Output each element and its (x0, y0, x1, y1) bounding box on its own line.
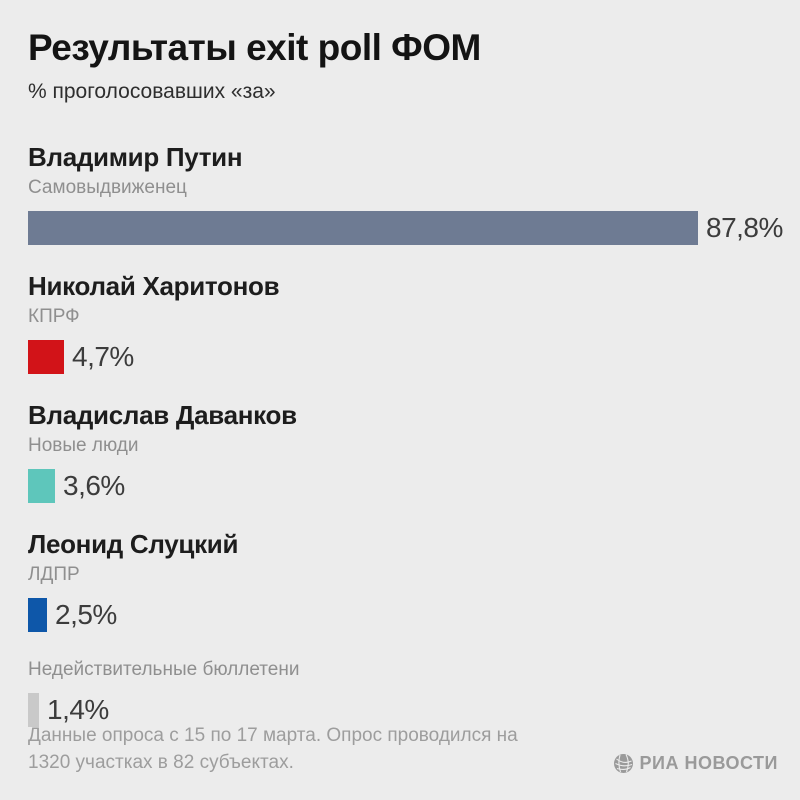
candidate-name: Леонид Слуцкий (28, 529, 239, 559)
result-value: 2,5% (55, 599, 117, 630)
source-note: Данные опроса с 15 по 17 марта. Опрос пр… (28, 725, 518, 773)
party-label: Новые люди (28, 435, 139, 456)
party-label: КПРФ (28, 306, 80, 327)
result-item: Николай Харитонов КПРФ 4,7% (28, 271, 778, 374)
result-bar (28, 211, 698, 245)
candidate-name: Владислав Даванков (28, 400, 297, 430)
result-value: 87,8% (706, 212, 783, 243)
candidate-name: Владимир Путин (28, 142, 243, 172)
bar-row: 2,5% (28, 598, 778, 632)
result-value: 4,7% (72, 341, 134, 372)
ria-globe-icon (613, 754, 633, 773)
result-item: Недействительные бюллетени 1,4% (28, 658, 778, 727)
result-value: 1,4% (47, 694, 109, 725)
result-bar (28, 693, 39, 727)
bar-row: 4,7% (28, 340, 778, 374)
party-label: Недействительные бюллетени (28, 659, 300, 680)
result-bar (28, 598, 47, 632)
brand-name: РИА НОВОСТИ (639, 753, 778, 773)
brand-logo: РИА НОВОСТИ (613, 753, 778, 776)
candidate-name: Николай Харитонов (28, 271, 280, 301)
page-title: Результаты exit poll ФОМ (28, 27, 481, 68)
page-subtitle: % проголосовавших «за» (28, 80, 276, 103)
bar-row: 87,8% (28, 211, 783, 245)
results-list: Владимир Путин Самовыдвиженец 87,8% Нико… (28, 142, 783, 753)
footer: Данные опроса с 15 по 17 марта. Опрос пр… (28, 722, 778, 776)
result-value: 3,6% (63, 470, 125, 501)
party-label: Самовыдвиженец (28, 177, 187, 198)
bar-row: 1,4% (28, 693, 778, 727)
bar-row: 3,6% (28, 469, 778, 503)
result-item: Владимир Путин Самовыдвиженец 87,8% (28, 142, 783, 245)
result-bar (28, 469, 55, 503)
party-label: ЛДПР (28, 564, 80, 585)
result-item: Владислав Даванков Новые люди 3,6% (28, 400, 778, 503)
result-item: Леонид Слуцкий ЛДПР 2,5% (28, 529, 778, 632)
result-bar (28, 340, 64, 374)
